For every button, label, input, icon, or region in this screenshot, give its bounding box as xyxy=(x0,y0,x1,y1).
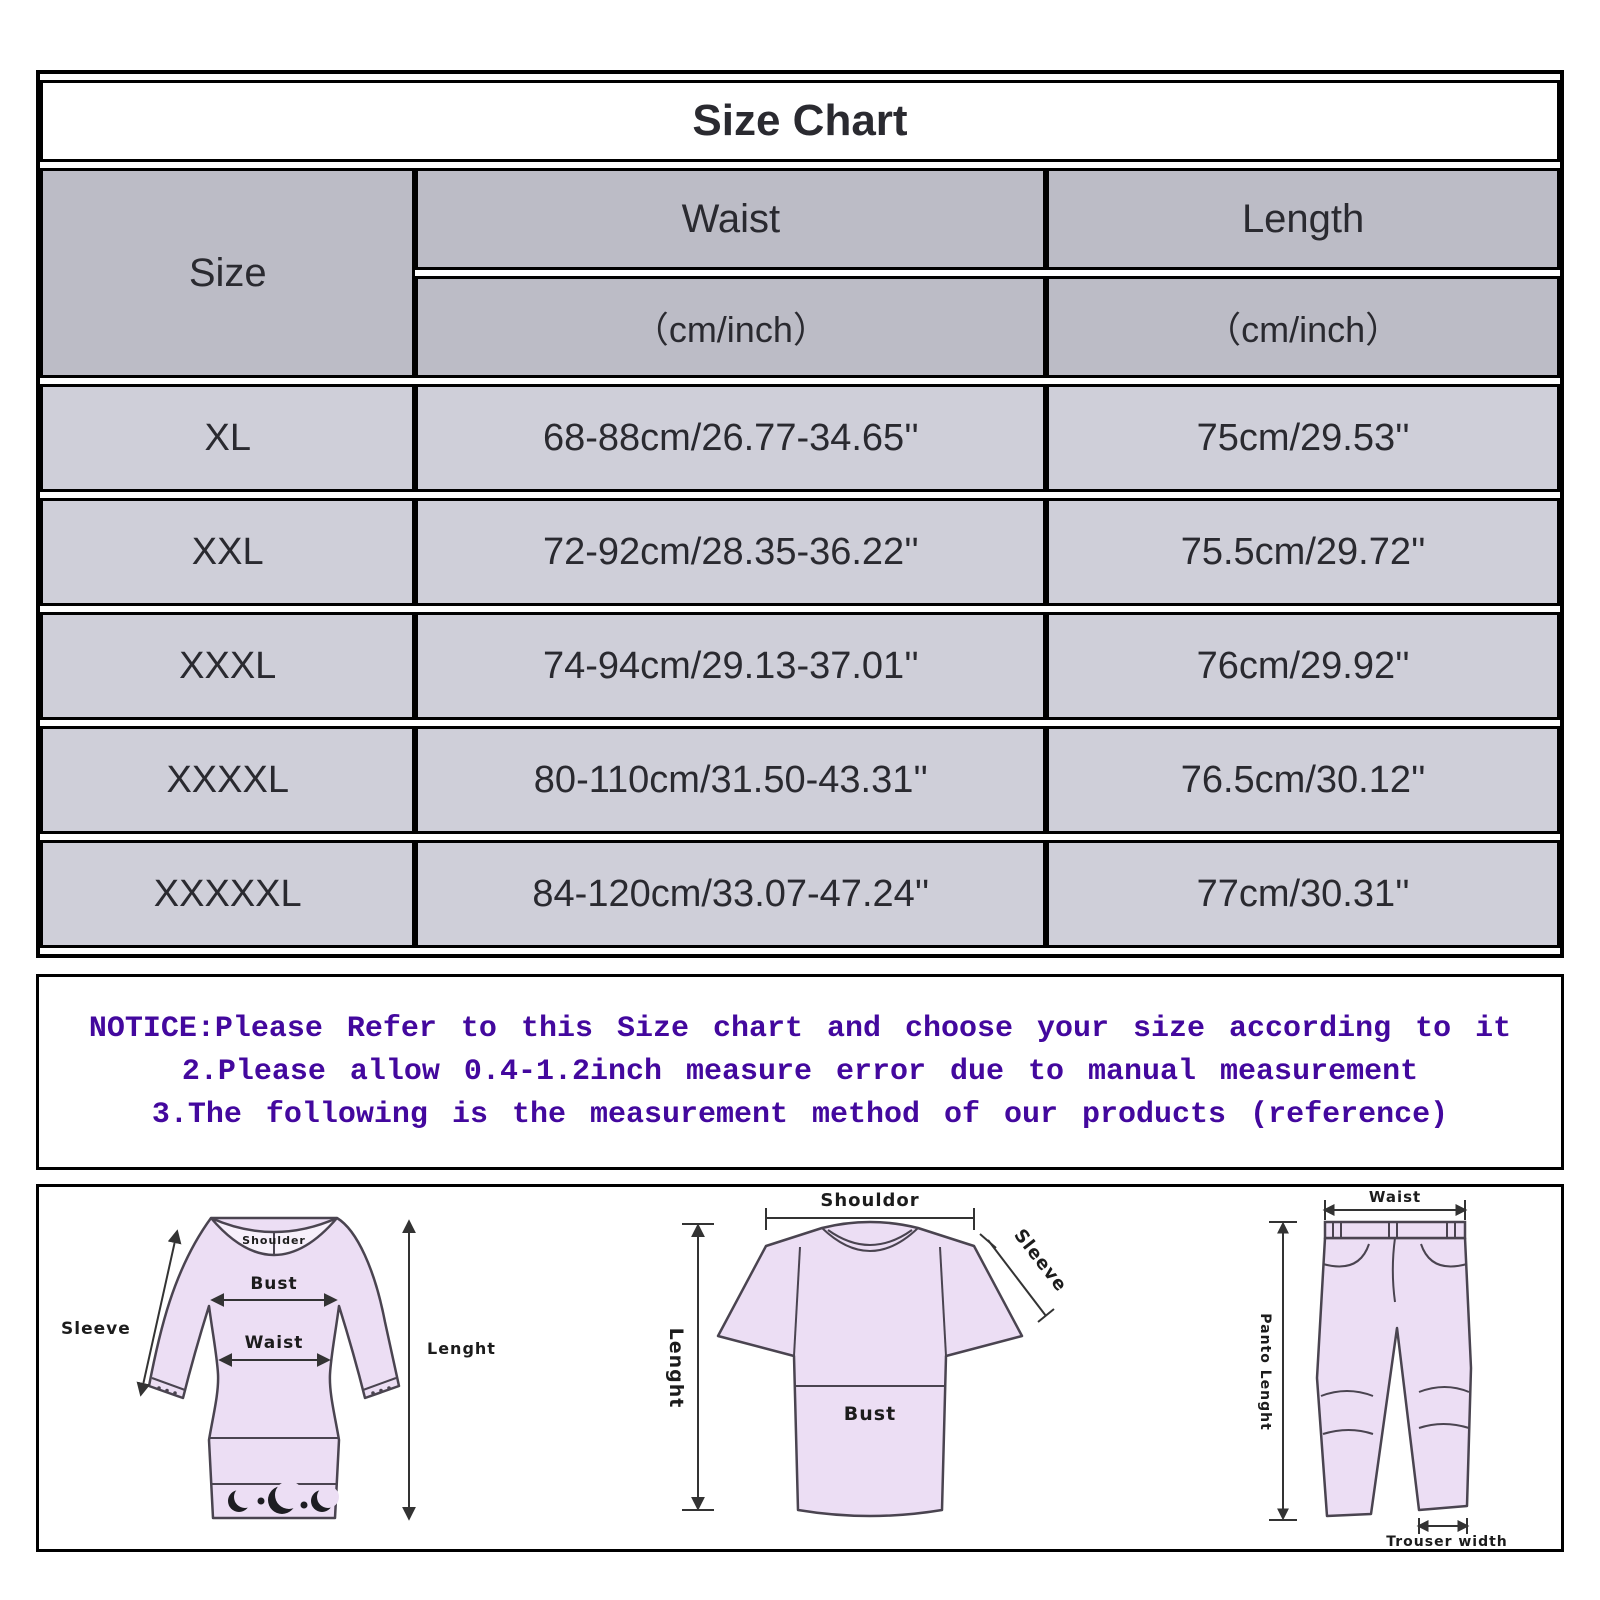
pants-pocket-left xyxy=(1322,1243,1370,1268)
size-chart-table-frame: Size Chart Size Waist Length （cm/inch） （… xyxy=(36,70,1564,958)
table-row: XXXL 74-94cm/29.13-37.01'' 76cm/29.92'' xyxy=(40,612,1560,720)
size-cell: XXXL xyxy=(40,612,416,720)
size-cell: XXL xyxy=(40,498,416,606)
waist-cell: 80-110cm/31.50-43.31'' xyxy=(415,726,1047,834)
pants-knee-seams xyxy=(1320,1386,1470,1435)
length-cell: 75.5cm/29.72'' xyxy=(1046,498,1560,606)
size-cell: XXXXL xyxy=(40,726,416,834)
pants-fly xyxy=(1391,1237,1396,1303)
dress-outline xyxy=(147,1216,401,1520)
pants-diagram: Waist Panto Lenght Trouser width xyxy=(1257,1188,1508,1548)
tshirt-seam-left xyxy=(793,1246,801,1357)
tshirt-sleeve-label: Sleeve xyxy=(1009,1225,1071,1296)
dress-moon-pattern xyxy=(228,1481,339,1514)
table-title-row: Size Chart xyxy=(40,80,1560,162)
dress-sleeve-label: Sleeve xyxy=(61,1319,131,1339)
tshirt-sleeve-measure-line xyxy=(987,1239,1047,1317)
waist-cell: 68-88cm/26.77-34.65'' xyxy=(415,384,1047,492)
pants-trouser-width-label: Trouser width xyxy=(1386,1534,1508,1548)
length-cell: 76.5cm/30.12'' xyxy=(1046,726,1560,834)
size-cell: XXXXXL xyxy=(40,840,416,948)
page-title: Size Chart xyxy=(40,80,1560,162)
pants-waist-label: Waist xyxy=(1369,1188,1421,1206)
waist-cell: 84-120cm/33.07-47.24'' xyxy=(415,840,1047,948)
tshirt-sleeve-tick-bottom xyxy=(1037,1308,1055,1323)
dress-sleeve-measure-line xyxy=(136,1229,182,1397)
notice-line-3: 3.The following is the measurement metho… xyxy=(151,1098,1449,1132)
dress-length-label: Lenght xyxy=(427,1339,496,1358)
column-header-waist: Waist xyxy=(415,168,1047,270)
length-cell: 75cm/29.53'' xyxy=(1046,384,1560,492)
waist-cell: 72-92cm/28.35-36.22'' xyxy=(415,498,1047,606)
table-row: XXXXL 80-110cm/31.50-43.31'' 76.5cm/30.1… xyxy=(40,726,1560,834)
tshirt-length-label: Lenght xyxy=(665,1328,687,1409)
tshirt-collar-inner xyxy=(827,1229,913,1246)
size-chart-table: Size Chart Size Waist Length （cm/inch） （… xyxy=(40,74,1560,954)
tshirt-collar-outer xyxy=(821,1227,919,1252)
column-header-length: Length xyxy=(1046,168,1560,270)
tshirt-diagram: Shouldor Sleeve Lenght Bust xyxy=(665,1190,1071,1518)
pants-length-label: Panto Lenght xyxy=(1257,1313,1273,1431)
waist-cell: 74-94cm/29.13-37.01'' xyxy=(415,612,1047,720)
notice-line-2: 2.Please allow 0.4-1.2inch measure error… xyxy=(181,1055,1419,1089)
dress-diagram: Shoulder Bust Waist Sleeve Lenght xyxy=(61,1216,496,1521)
content-stack: Size Chart Size Waist Length （cm/inch） （… xyxy=(36,70,1564,1552)
dress-cuff-right xyxy=(362,1377,397,1391)
length-cell: 76cm/29.92'' xyxy=(1046,612,1560,720)
table-row: XL 68-88cm/26.77-34.65'' 75cm/29.53'' xyxy=(40,384,1560,492)
measurement-diagrams-box: Shoulder Bust Waist Sleeve Lenght xyxy=(36,1184,1564,1552)
tshirt-seam-right xyxy=(939,1246,947,1357)
dress-bust-label: Bust xyxy=(250,1274,297,1294)
tshirt-shoulder-label: Shouldor xyxy=(820,1190,919,1211)
length-unit-label: （cm/inch） xyxy=(1046,276,1560,378)
notice-box: NOTICE:Please Refer to this Size chart a… xyxy=(36,974,1564,1170)
table-header-row-2: （cm/inch） （cm/inch） xyxy=(40,276,1560,378)
tshirt-outline xyxy=(716,1220,1024,1518)
table-row: XXXXXL 84-120cm/33.07-47.24'' 77cm/30.31… xyxy=(40,840,1560,948)
dress-shoulder-label: Shoulder xyxy=(242,1234,306,1247)
pants-pocket-right xyxy=(1420,1243,1468,1268)
length-cell: 77cm/30.31'' xyxy=(1046,840,1560,948)
waist-unit-label: （cm/inch） xyxy=(415,276,1047,378)
size-cell: XL xyxy=(40,384,416,492)
dress-waist-label: Waist xyxy=(245,1333,304,1353)
pants-waistband xyxy=(1323,1220,1467,1240)
column-header-size: Size xyxy=(40,168,416,378)
pants-belt-loops xyxy=(1332,1221,1456,1239)
tshirt-bust-label: Bust xyxy=(844,1403,896,1425)
table-row: XXL 72-92cm/28.35-36.22'' 75.5cm/29.72'' xyxy=(40,498,1560,606)
pants-outline xyxy=(1315,1236,1473,1518)
table-header-row-1: Size Waist Length xyxy=(40,168,1560,378)
tshirt-sleeve-tick-top xyxy=(979,1233,997,1249)
notice-line-1: NOTICE:Please Refer to this Size chart a… xyxy=(88,1012,1512,1046)
